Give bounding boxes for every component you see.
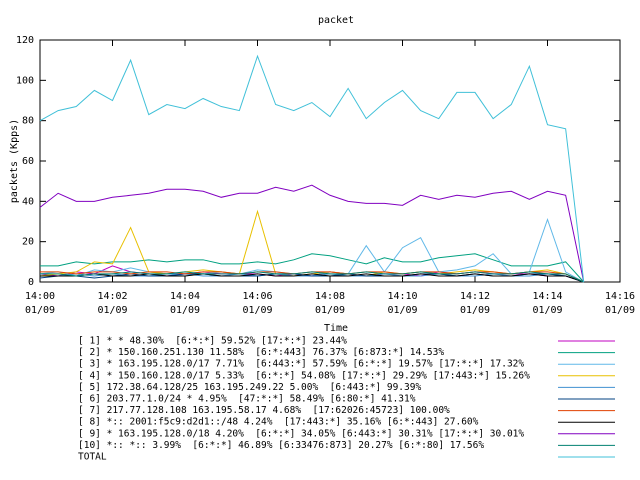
legend-label: [ 6] 203.77.1.0/24 * 4.95% [47:*:*] 58.4… [78, 394, 416, 405]
x-tick-label: 14:16 [605, 291, 635, 302]
x-tick-label: 01/09 [605, 305, 635, 316]
series-line [40, 271, 584, 283]
y-tick-label: 40 [22, 196, 34, 207]
x-tick-label: 14:12 [460, 291, 490, 302]
series-line [40, 271, 584, 283]
legend-label: [ 7] 217.77.128.108 163.195.58.17 4.68% … [78, 405, 450, 416]
y-tick-label: 80 [22, 116, 34, 127]
y-tick-label: 60 [22, 156, 34, 167]
series-line [39, 209, 584, 283]
x-tick-label: 01/09 [387, 305, 417, 316]
x-tick-label: 14:08 [315, 291, 345, 302]
x-tick-label: 01/09 [97, 305, 127, 316]
y-tick-label: 0 [28, 277, 34, 288]
legend-label: [10] *:: *:: 3.99% [6:*:*] 46.89% [6:334… [78, 440, 484, 451]
legend-label: [ 4] * 150.160.128.0/17 5.33% [6:*:*] 54… [78, 370, 530, 381]
legend-label: [ 1] * * 48.30% [6:*:*] 59.52% [17:*:*] … [78, 336, 347, 347]
y-tick-label: 20 [22, 237, 34, 248]
legend-label: [ 2] * 150.160.251.130 11.58% [6:*:443] … [78, 347, 444, 358]
x-tick-label: 01/09 [25, 305, 55, 316]
series-line [39, 54, 585, 283]
legend-label: [ 9] * 163.195.128.0/18 4.20% [6:*:*] 34… [78, 428, 524, 439]
x-tick-label: 14:10 [387, 291, 417, 302]
y-tick-label: 120 [16, 35, 34, 46]
x-tick-label: 14:00 [25, 291, 55, 302]
x-tick-label: 01/09 [315, 305, 345, 316]
x-tick-label: 14:02 [97, 291, 127, 302]
y-tick-label: 100 [16, 75, 34, 86]
x-axis-label: Time [324, 323, 348, 334]
x-tick-label: 01/09 [532, 305, 562, 316]
x-tick-label: 01/09 [460, 305, 490, 316]
legend-label: [ 3] * 163.195.128.0/17 7.71% [6:443:*] … [78, 359, 524, 370]
x-tick-label: 14:04 [170, 291, 200, 302]
x-tick-label: 01/09 [242, 305, 272, 316]
series-line [39, 184, 585, 283]
series-line [40, 253, 585, 283]
legend-label: [ 8] *:: 2001:f5c9:d2d1::/48 4.24% [17:4… [78, 417, 479, 428]
chart-title: packet [318, 15, 354, 26]
y-axis-label: packets (Kpps) [9, 119, 20, 203]
legend-label: TOTAL [78, 452, 107, 463]
x-tick-label: 01/09 [170, 305, 200, 316]
series-line [40, 273, 584, 283]
legend-label: [ 5] 172.38.64.128/25 163.195.249.22 5.0… [78, 382, 421, 393]
x-tick-label: 14:14 [532, 291, 562, 302]
x-tick-label: 14:06 [242, 291, 272, 302]
